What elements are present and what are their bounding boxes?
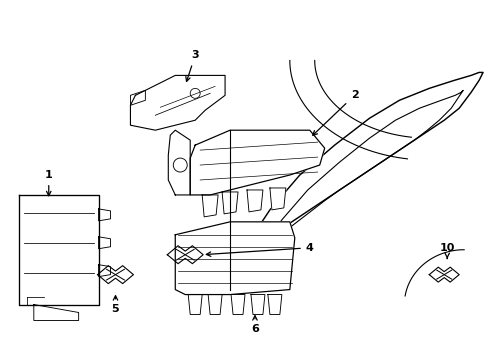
- Polygon shape: [188, 294, 202, 315]
- Text: 8: 8: [0, 359, 1, 360]
- Polygon shape: [99, 237, 110, 249]
- Polygon shape: [190, 130, 324, 195]
- Polygon shape: [98, 266, 133, 284]
- Polygon shape: [428, 267, 458, 282]
- Polygon shape: [175, 222, 294, 294]
- Polygon shape: [208, 294, 222, 315]
- Polygon shape: [230, 294, 244, 315]
- Text: 5: 5: [111, 296, 119, 315]
- Polygon shape: [168, 130, 190, 195]
- Text: 9: 9: [0, 359, 1, 360]
- Text: 10: 10: [439, 243, 454, 258]
- Text: 1: 1: [45, 170, 53, 196]
- Polygon shape: [250, 294, 264, 315]
- Polygon shape: [99, 209, 110, 221]
- Text: 3: 3: [185, 50, 199, 81]
- Polygon shape: [222, 192, 238, 214]
- Polygon shape: [130, 75, 224, 130]
- Text: 7: 7: [0, 359, 1, 360]
- Polygon shape: [246, 190, 263, 212]
- Polygon shape: [130, 90, 145, 105]
- Polygon shape: [34, 305, 79, 320]
- Polygon shape: [99, 265, 110, 276]
- Polygon shape: [167, 246, 203, 264]
- Text: 2: 2: [312, 90, 358, 135]
- Text: 6: 6: [250, 316, 258, 334]
- Text: 4: 4: [206, 243, 313, 256]
- Polygon shape: [269, 188, 285, 210]
- Polygon shape: [267, 294, 281, 315]
- Polygon shape: [19, 195, 99, 305]
- Polygon shape: [202, 195, 218, 217]
